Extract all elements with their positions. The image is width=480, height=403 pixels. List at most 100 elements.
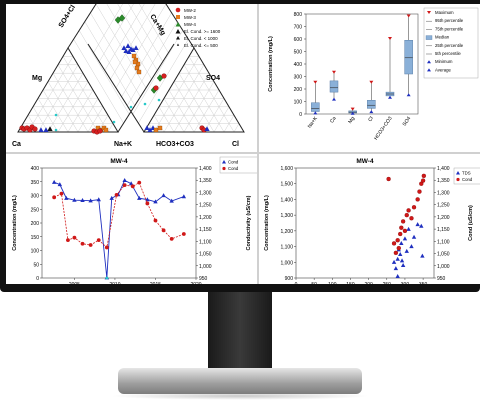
y-tick-label: 150 bbox=[31, 235, 40, 241]
sample-cond-low-marker bbox=[157, 98, 161, 102]
scatter-point-red bbox=[393, 250, 399, 256]
diamond-left-edge bbox=[67, 4, 97, 49]
piper-diagram-panel: SO4+Cl Ca+Mg Mg SO4 Ca Na+K HCO3+CO3 Cl … bbox=[6, 4, 258, 152]
diamond-inner-edge-1 bbox=[117, 43, 175, 133]
y-tick-label: 900 bbox=[285, 276, 294, 282]
series-line-blue bbox=[53, 179, 184, 278]
legend-label: Cond bbox=[228, 166, 239, 171]
box-max-marker bbox=[350, 107, 355, 111]
scatter-point-blue bbox=[419, 223, 424, 228]
scatter-point-red bbox=[386, 176, 391, 182]
chart-title: MW-4 bbox=[356, 158, 374, 165]
scatter-point-blue bbox=[393, 266, 399, 271]
y2-tick-label: 1,250 bbox=[199, 203, 212, 209]
series-point-red bbox=[153, 218, 158, 223]
scatter-point-blue bbox=[398, 252, 403, 257]
sample-cond-marker bbox=[147, 127, 153, 132]
legend-label: 25th percentile bbox=[435, 43, 464, 48]
piper-diagram: SO4+Cl Ca+Mg Mg SO4 Ca Na+K HCO3+CO3 Cl … bbox=[12, 4, 245, 148]
sample-mw3-marker bbox=[132, 59, 138, 65]
legend-blue-marker bbox=[456, 171, 460, 175]
y2-tick-label: 1,100 bbox=[437, 239, 450, 245]
scatter-point-blue bbox=[395, 274, 400, 279]
y-axis-label: Concentration (mg/L) bbox=[268, 36, 274, 92]
legend-cond-mid-label: El. Cond. < 1000 bbox=[184, 36, 218, 41]
y2-tick-label: 1,050 bbox=[437, 252, 450, 258]
grid-line bbox=[73, 39, 124, 124]
x-tick-label: SO4 bbox=[402, 116, 413, 128]
monitor-base-shadow bbox=[110, 392, 370, 400]
boxplot-chart: 0 100 200 300 400 500 600 700 800 Concentration (… bbox=[268, 7, 479, 141]
series-point-red bbox=[114, 192, 119, 197]
legend-cond-mid-marker bbox=[176, 36, 180, 40]
scatter-point-blue bbox=[399, 241, 404, 246]
scatter-point-blue bbox=[406, 226, 411, 231]
y2-tick-label: 1,100 bbox=[199, 239, 212, 245]
legend-box-marker bbox=[425, 35, 433, 40]
x-tick-label: 150 bbox=[346, 282, 355, 284]
legend-label: 75th percentile bbox=[435, 26, 464, 31]
grid-line bbox=[173, 73, 210, 133]
scatter-point-blue bbox=[400, 263, 406, 268]
x-tick-label: 250 bbox=[383, 282, 392, 284]
scatter-point-blue bbox=[391, 259, 397, 264]
series-point-red bbox=[59, 191, 64, 196]
grid-line bbox=[98, 4, 134, 62]
sample-mw3-marker bbox=[134, 65, 140, 71]
series-point-blue bbox=[96, 197, 101, 202]
sample-mw3-marker bbox=[153, 127, 159, 133]
y-tick-label: 1,200 bbox=[280, 229, 293, 235]
legend-mw4-marker bbox=[175, 22, 181, 27]
y2-axis-label: Cond (uS/cm) bbox=[468, 205, 474, 241]
y-tick-label: 500 bbox=[294, 50, 303, 56]
scatter-point-red bbox=[391, 241, 397, 246]
sample-mw3-marker bbox=[131, 53, 137, 59]
series-point-cyan bbox=[105, 276, 109, 280]
series-point-red bbox=[122, 183, 127, 188]
boxplot-legend: Maximum 95th percentile 75th percentile Med… bbox=[423, 7, 479, 79]
legend-label: 95th percentile bbox=[435, 18, 464, 23]
sample-cond-marker bbox=[133, 45, 139, 50]
legend-frame bbox=[219, 156, 261, 174]
x-tick-label: 200 bbox=[364, 282, 373, 284]
sample-mw2-marker bbox=[161, 73, 167, 79]
box-min-marker bbox=[388, 95, 392, 99]
sample-cond-low-marker bbox=[129, 105, 133, 109]
series-point-blue bbox=[161, 193, 166, 198]
series-point-red bbox=[169, 236, 174, 241]
sample-cond-marker bbox=[123, 48, 129, 53]
series-point-blue bbox=[80, 198, 85, 203]
y2-tick-label: 950 bbox=[199, 276, 208, 282]
scatter-point-blue bbox=[409, 244, 414, 249]
box-max-marker bbox=[388, 37, 392, 40]
piper-legend: MW-2 MW-3 MW-4 El. Cond. >= 1600 El. Con… bbox=[175, 7, 221, 48]
scatter-point-red bbox=[411, 205, 417, 210]
legend-frame bbox=[423, 7, 479, 79]
y-tick-label: 1,400 bbox=[280, 197, 293, 203]
label-so4cl: SO4+Cl bbox=[58, 4, 77, 29]
box-max-marker bbox=[406, 14, 411, 18]
label-nak: Na+K bbox=[114, 141, 132, 148]
legend-label: Maximum bbox=[435, 10, 454, 15]
x-tick-label: Mg bbox=[347, 116, 356, 125]
legend-cond-low-label: El. Cond. <= 500 bbox=[184, 43, 218, 48]
legend-label: Cond bbox=[462, 177, 473, 182]
legend-label: Cond bbox=[228, 160, 239, 165]
grid-line bbox=[153, 56, 200, 133]
label-camg: Ca+Mg bbox=[148, 13, 166, 36]
grid-line bbox=[84, 21, 136, 106]
grid-line bbox=[163, 64, 205, 133]
grid-line bbox=[42, 89, 69, 133]
sample-cond-marker bbox=[130, 47, 136, 52]
series-point-red bbox=[80, 241, 85, 246]
box-min-marker bbox=[350, 111, 355, 115]
grid-line bbox=[132, 30, 184, 115]
scatter-point-blue bbox=[399, 258, 405, 263]
y2-tick-label: 950 bbox=[437, 276, 446, 282]
scatter-point-red bbox=[409, 216, 414, 221]
label-ca: Ca bbox=[12, 141, 21, 148]
y2-tick-label: 1,050 bbox=[199, 252, 212, 258]
cation-triangle bbox=[17, 47, 119, 133]
sample-cond-marker bbox=[126, 49, 132, 54]
